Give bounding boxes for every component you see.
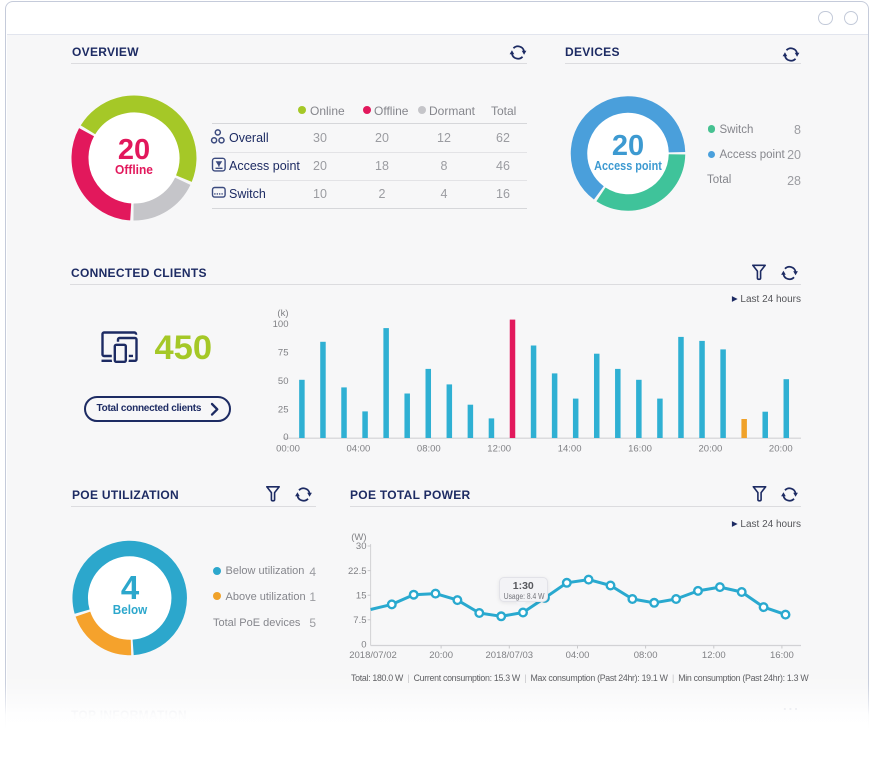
svg-text:20:00: 20:00 (699, 444, 723, 455)
svg-text:22.5: 22.5 (348, 566, 367, 577)
svg-text:30: 30 (356, 541, 367, 552)
svg-text:04:00: 04:00 (566, 650, 590, 661)
svg-text:20:00: 20:00 (429, 650, 453, 661)
svg-text:75: 75 (278, 348, 289, 359)
svg-text:50: 50 (278, 376, 289, 387)
svg-text:04:00: 04:00 (347, 444, 371, 455)
svg-text:16:00: 16:00 (770, 650, 794, 661)
svg-text:12:00: 12:00 (487, 444, 511, 455)
svg-text:12:00: 12:00 (702, 650, 726, 661)
svg-text:15: 15 (356, 590, 367, 601)
svg-text:(W): (W) (351, 532, 366, 543)
svg-text:00:00: 00:00 (276, 444, 300, 455)
svg-text:08:00: 08:00 (417, 444, 441, 455)
svg-text:25: 25 (278, 404, 289, 415)
svg-text:100: 100 (273, 319, 289, 330)
svg-text:(k): (k) (277, 308, 288, 319)
svg-text:0: 0 (283, 432, 288, 443)
svg-text:7.5: 7.5 (353, 615, 366, 626)
svg-text:20:00: 20:00 (769, 444, 793, 455)
svg-text:0: 0 (361, 640, 366, 651)
svg-text:14:00: 14:00 (558, 444, 582, 455)
svg-text:08:00: 08:00 (634, 650, 658, 661)
svg-text:16:00: 16:00 (628, 444, 652, 455)
svg-text:2018/07/03: 2018/07/03 (486, 650, 534, 661)
svg-text:2018/07/02: 2018/07/02 (349, 650, 397, 661)
